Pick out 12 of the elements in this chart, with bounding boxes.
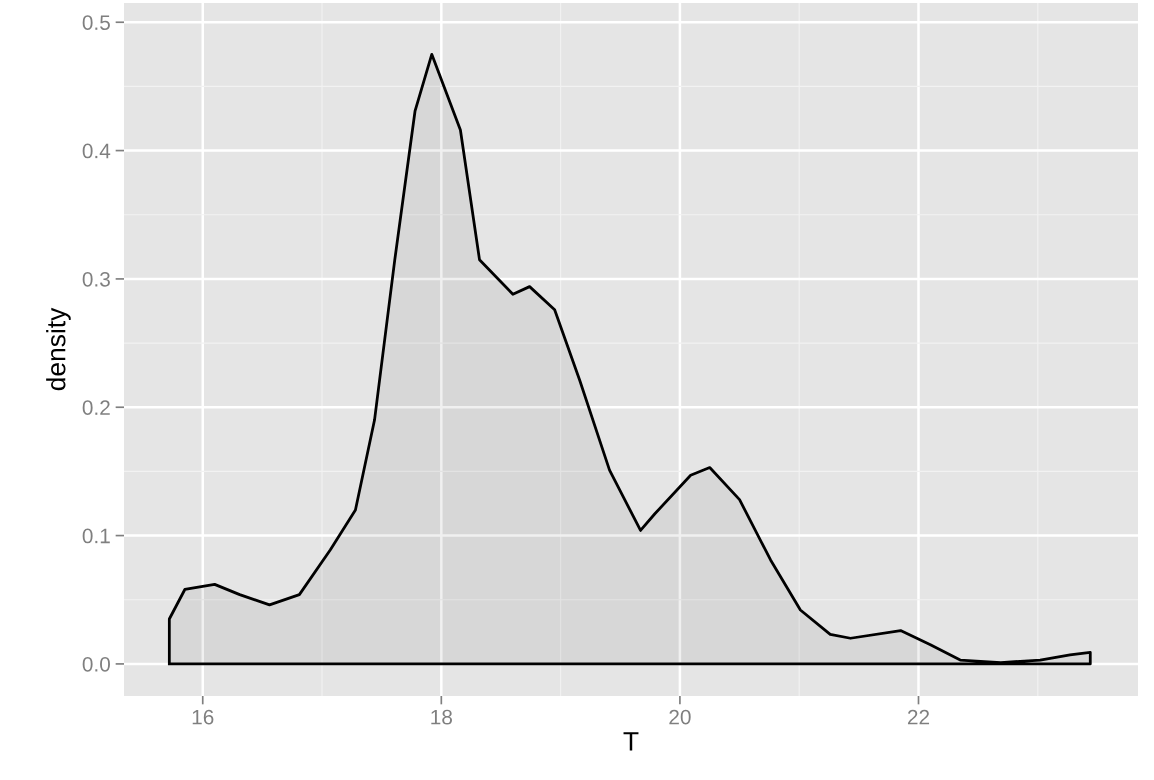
y-tick-label: 0.2 <box>82 400 110 415</box>
x-tick-label: 18 <box>431 709 452 725</box>
x-tick-label: 16 <box>192 709 214 725</box>
y-tick-label: 0.0 <box>82 656 110 672</box>
y-tick-label: 0.4 <box>82 143 111 159</box>
x-axis-title: T <box>623 732 639 751</box>
x-tick-label: 20 <box>669 709 691 725</box>
y-axis-title: density <box>46 307 71 391</box>
y-tick-label: 0.1 <box>82 528 110 544</box>
y-tick-label: 0.5 <box>82 15 110 30</box>
y-tick-label: 0.3 <box>82 271 110 287</box>
x-tick-label: 22 <box>907 709 930 725</box>
